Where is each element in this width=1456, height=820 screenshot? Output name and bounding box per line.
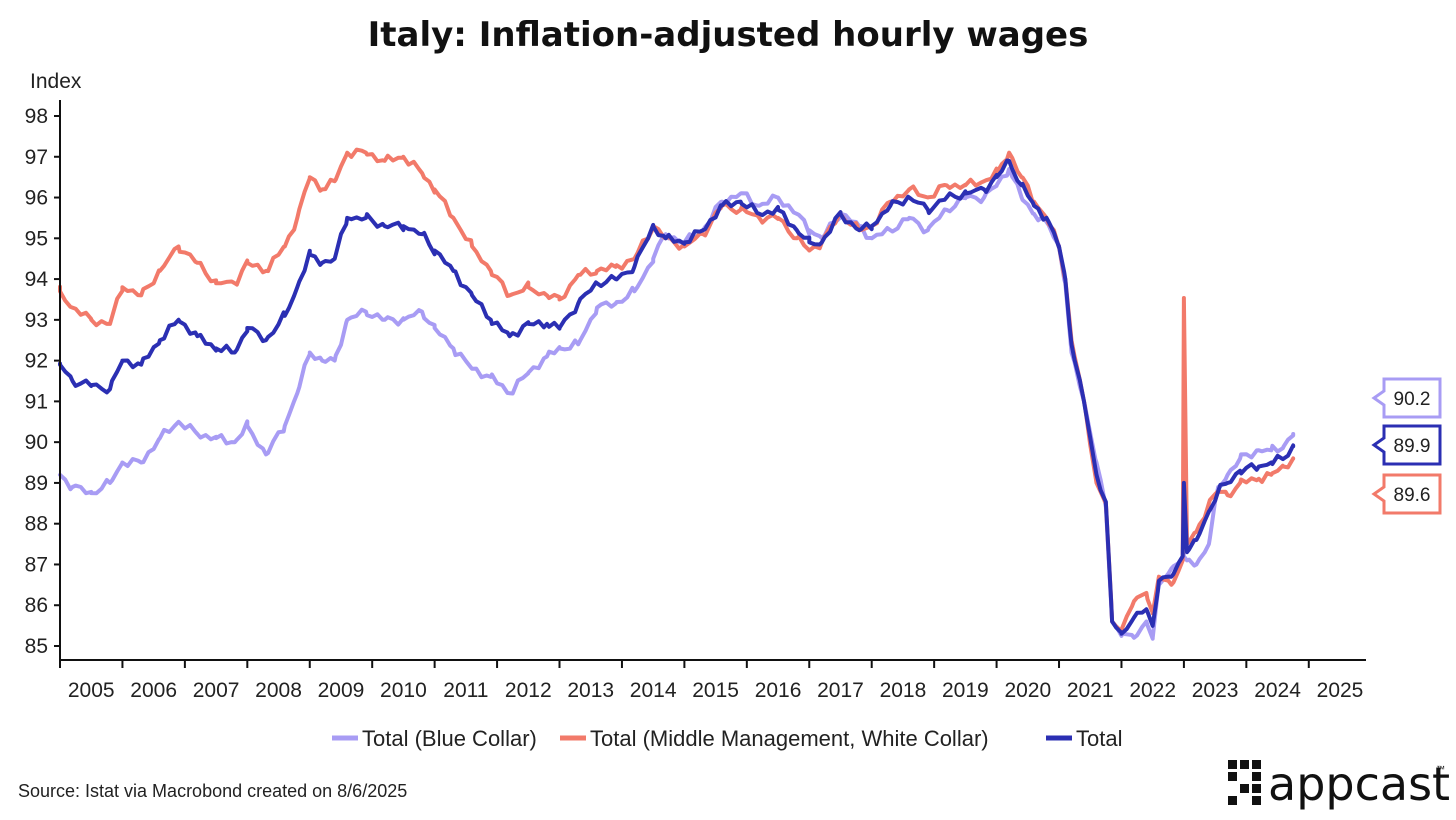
x-tick-label: 2010 [380,679,427,702]
appcast-dot-grid-icon [1228,760,1261,805]
y-tick-label: 93 [25,309,48,332]
x-tick-label: 2025 [1317,679,1364,702]
end-badge-box [1371,424,1442,466]
x-tick-label: 2021 [1067,679,1114,702]
brand-name: appcast [1268,757,1450,811]
y-axis: 98 97 96 95 94 93 92 91 90 89 88 87 86 85 [25,105,60,658]
x-tick-label: 2020 [1004,679,1051,702]
x-tick-label: 2011 [443,679,488,702]
x-tick-label: 2007 [193,679,240,702]
y-tick-label: 91 [25,390,48,413]
end-badge-value: 89.6 [1394,485,1431,506]
end-badge-white-collar: 89.6 [1371,473,1442,515]
appcast-logo: appcast ™ [1228,757,1450,811]
y-tick-label: 85 [25,635,48,658]
y-tick-label: 89 [25,472,48,495]
x-tick-label: 2005 [68,679,115,702]
legend-label-white-collar: Total (Middle Management, White Collar) [590,726,989,751]
y-tick-label: 88 [25,513,48,536]
x-axis: 2005 2006 2007 2008 2009 2010 2011 2012 2013 2014… [59,660,1364,702]
x-tick-label: 2016 [755,679,802,702]
end-badge-total: 89.9 [1371,424,1442,466]
x-tick-label: 2014 [630,679,677,702]
x-tick-label: 2018 [880,679,927,702]
y-tick-label: 92 [25,350,48,373]
end-badge-blue-collar: 90.2 [1371,377,1442,419]
x-tick-label: 2015 [692,679,739,702]
legend: Total (Blue Collar) Total (Middle Manage… [332,726,1122,751]
x-tick-label: 2023 [1192,679,1239,702]
brand-trademark: ™ [1436,764,1445,774]
legend-label-total: Total [1076,726,1122,751]
y-tick-label: 87 [25,553,48,576]
x-tick-label: 2008 [255,679,302,702]
y-tick-label: 86 [25,594,48,617]
x-tick-label: 2022 [1129,679,1176,702]
legend-label-blue-collar: Total (Blue Collar) [362,726,537,751]
y-tick-label: 94 [25,268,49,291]
x-tick-label: 2024 [1254,679,1301,702]
y-tick-label: 95 [25,227,48,250]
y-tick-label: 97 [25,146,48,169]
x-tick-label: 2006 [130,679,177,702]
source-note: Source: Istat via Macrobond created on 8… [18,781,407,801]
series-line-total [58,158,1296,636]
x-tick-label: 2013 [567,679,614,702]
legend-item-total: Total [1046,726,1122,751]
x-tick-label: 2009 [318,679,365,702]
end-badge-value: 90.2 [1394,389,1431,410]
end-badge-box [1371,377,1442,419]
series-lines [58,147,1296,641]
legend-item-white-collar: Total (Middle Management, White Collar) [560,726,989,751]
end-badge-value: 89.9 [1394,436,1431,457]
y-axis-label: Index [30,70,82,93]
end-value-badges: 90.2 89.9 89.6 [1371,377,1442,515]
end-badge-box [1371,473,1442,515]
y-tick-label: 98 [25,105,48,128]
y-tick-label: 96 [25,187,48,210]
chart-title: Italy: Inflation-adjusted hourly wages [368,15,1089,55]
x-tick-label: 2019 [942,679,989,702]
y-tick-label: 90 [25,431,48,454]
legend-item-blue-collar: Total (Blue Collar) [332,726,537,751]
x-tick-label: 2012 [505,679,552,702]
x-tick-label: 2017 [817,679,864,702]
